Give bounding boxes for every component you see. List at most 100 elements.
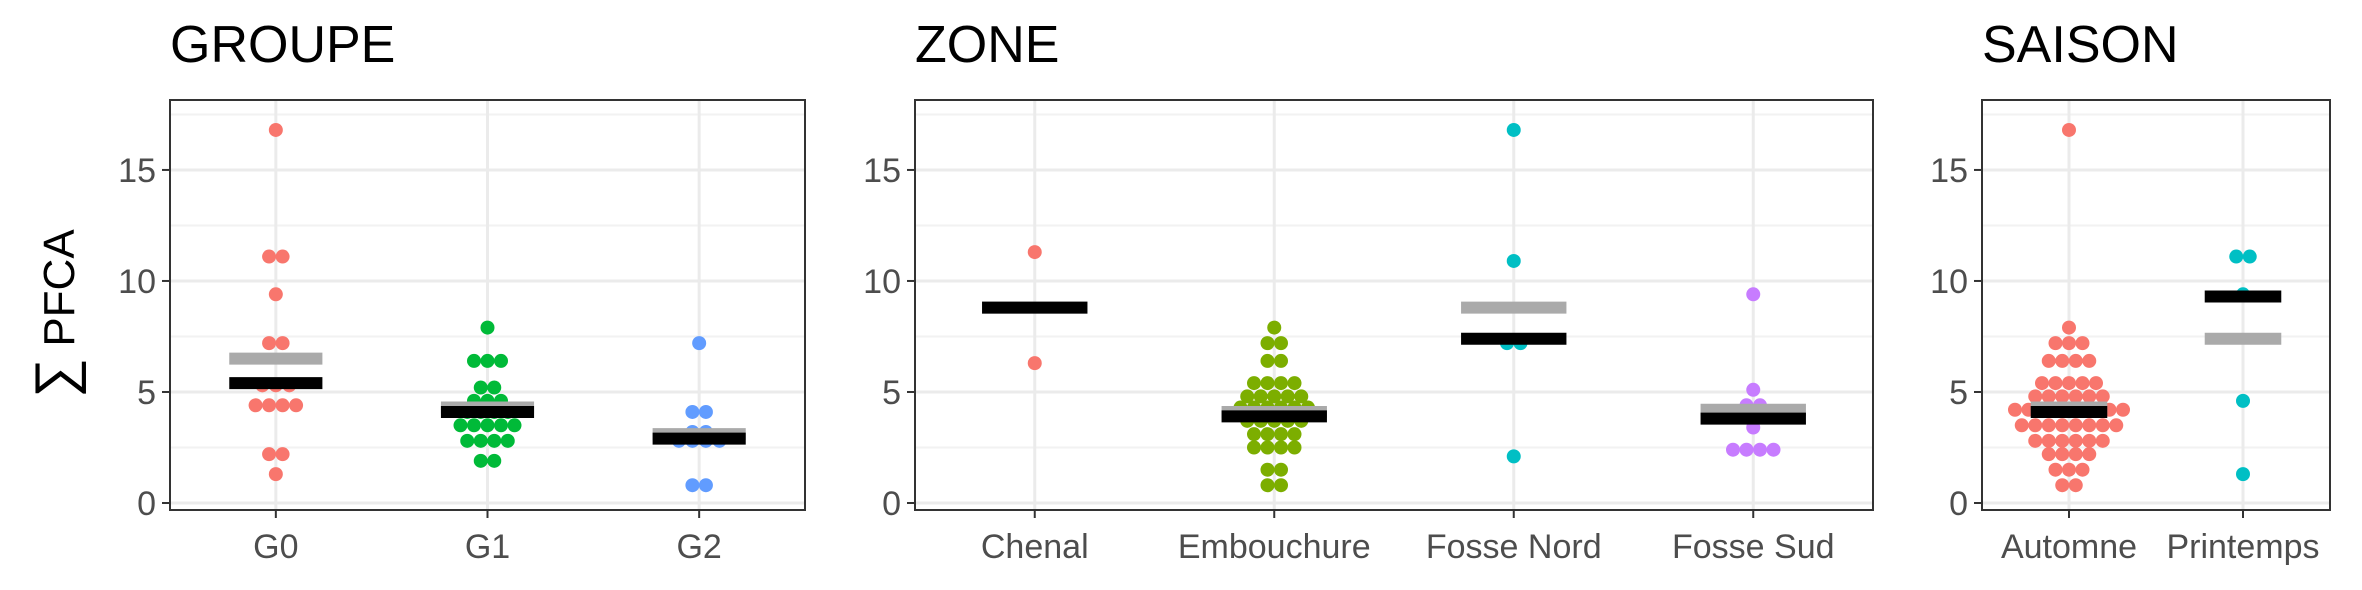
x-tick-label: G2 [676,528,721,566]
data-point [1274,462,1288,477]
data-point [275,447,290,462]
plot-background [1982,100,2330,510]
data-point [1027,356,1042,371]
data-point [1274,336,1288,351]
x-tick-label: Fosse Sud [1672,528,1835,566]
data-point [698,404,713,419]
y-tick-label: 10 [863,263,901,301]
data-point [1260,478,1275,493]
data-point [480,320,495,335]
data-point [2008,402,2022,417]
data-point [275,398,290,413]
data-point [275,336,290,351]
data-point [2014,418,2029,433]
data-point [1766,442,1781,457]
data-point [2041,433,2056,448]
data-point [2082,418,2097,433]
data-point [2068,433,2083,448]
data-point [1247,376,1261,391]
y-axis-title: ∑ PFCA [23,229,86,398]
data-point [262,336,277,351]
data-point [2082,353,2097,368]
data-point [507,418,522,433]
data-point [487,453,502,468]
data-point [2075,462,2090,477]
data-point [1506,449,1521,464]
data-point [1753,442,1767,457]
data-point [1267,320,1282,335]
data-point [2062,336,2076,351]
data-point [500,433,515,448]
data-point [2075,336,2090,351]
data-point [473,380,488,395]
data-point [2095,433,2110,448]
data-point [2055,433,2070,448]
data-point [1739,442,1754,457]
data-point [2116,402,2130,417]
data-point [467,418,481,433]
data-point [1274,478,1288,493]
data-point [2082,447,2097,462]
panel-title: SAISON [1982,16,2179,74]
y-tick-label: 5 [137,374,156,412]
y-tick-label: 5 [1949,374,1968,412]
data-point [2035,376,2049,391]
x-tick-label: Fosse Nord [1426,528,1602,566]
data-point [2041,389,2056,404]
data-point [2082,433,2097,448]
data-point [453,418,468,433]
data-point [1506,122,1521,137]
data-point [2082,389,2097,404]
data-point [2028,418,2043,433]
data-point [460,433,475,448]
panel-border [1981,99,2331,511]
data-point [487,380,502,395]
data-point [2236,467,2250,482]
data-point [2068,478,2083,493]
data-point [1287,440,1302,455]
y-tick-label: 15 [1930,152,1968,190]
x-tick-label: G1 [465,528,510,566]
y-tick-label: 15 [118,152,156,190]
data-point [494,418,508,433]
data-point [2075,376,2090,391]
data-point [467,353,481,368]
data-point [262,447,277,462]
data-point [275,249,290,264]
data-point [2068,447,2083,462]
y-tick-label: 10 [118,263,156,301]
data-point [1746,287,1761,302]
data-point [2068,418,2083,433]
data-point [1260,427,1275,442]
data-point [487,433,502,448]
x-tick-label: Chenal [981,528,1089,566]
data-point [1260,440,1275,455]
data-point [685,478,700,493]
data-point [2028,433,2043,448]
data-point [1280,389,1295,404]
data-point [289,398,304,413]
data-point [262,398,277,413]
data-point [1247,440,1261,455]
data-point [2095,418,2110,433]
data-point [1287,376,1302,391]
data-point [1287,427,1302,442]
data-point [2055,389,2070,404]
data-point [2041,447,2056,462]
data-point [2028,389,2043,404]
data-point [262,249,277,264]
x-tick-label: Embouchure [1178,528,1371,566]
data-point [480,418,495,433]
data-point [480,353,495,368]
data-point [1274,427,1288,442]
data-point [692,336,707,351]
data-point [2242,249,2257,264]
data-point [2048,462,2063,477]
data-point [1506,253,1521,268]
data-point [268,122,283,137]
data-point [1294,389,1309,404]
data-point [248,398,263,413]
panel-border [169,99,806,511]
data-point [473,453,488,468]
